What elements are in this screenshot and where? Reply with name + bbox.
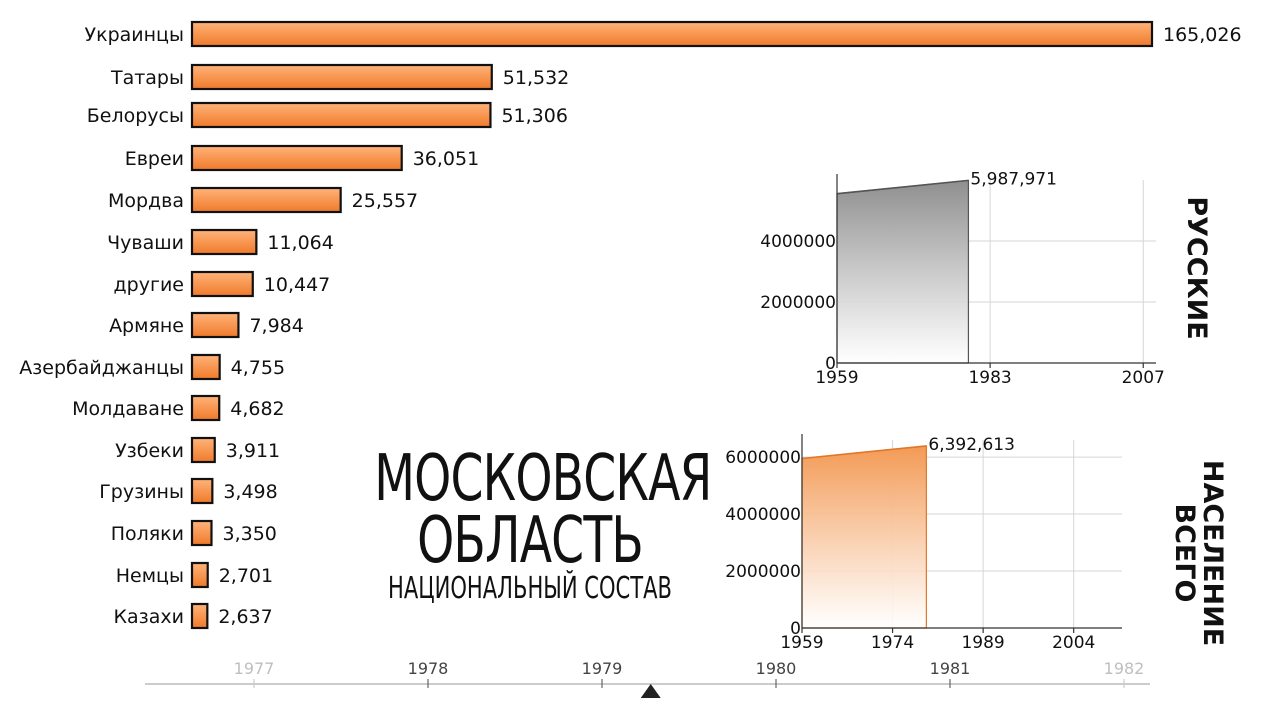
bar [190,186,342,214]
title-subtitle: Национальный состав [388,571,672,606]
main-title: Московская область Национальный состав [340,442,720,606]
bar-value: 4,682 [230,398,284,420]
x-tick-label: 1989 [961,633,1004,653]
x-tick-label: 1959 [780,633,823,653]
y-tick-label: 6000000 [725,448,801,468]
bar-label: Молдаване [72,398,184,420]
bar [190,477,214,505]
bar-value: 51,306 [501,105,567,127]
bar-value: 25,557 [352,190,418,212]
bar [190,63,493,91]
bar-value: 3,350 [222,523,276,545]
bar [190,394,221,422]
bar-value: 36,051 [413,148,479,170]
bar-label: Украинцы [85,24,184,46]
side-title-total-line1: НАСЕЛЕНИЕ [1197,460,1228,646]
bar-label: Азербайджанцы [19,357,184,379]
bar-label: другие [114,274,184,296]
timeline[interactable]: 1977 1978 1979 1980 1981 1982 [145,659,1150,698]
y-tick-label: 4000000 [725,505,801,525]
bar [190,519,213,547]
x-tick-label: 2004 [1052,633,1095,653]
y-tick-label: 2000000 [760,293,836,313]
bar [190,144,403,172]
bar [190,101,492,129]
bar [190,20,1154,48]
timeline-year-label: 1981 [930,659,971,678]
x-tick-label: 2007 [1122,368,1165,388]
bar-label: Мордва [108,190,184,212]
bar-value: 51,532 [503,67,569,89]
x-tick-label: 1959 [815,368,858,388]
timeline-year-label: 1980 [756,659,797,678]
y-tick-label: 0 [790,619,801,639]
bar-label: Немцы [116,565,184,587]
bar-label: Грузины [99,481,184,503]
bar-value: 3,911 [226,440,280,462]
bar-value: 7,984 [249,315,303,337]
peak-value-label: 5,987,971 [970,169,1057,189]
bar-value: 11,064 [267,232,333,254]
bar [190,270,254,298]
timeline-year-label: 1982 [1104,659,1145,678]
bar-value: 2,701 [219,565,273,587]
title-line-2: область [417,504,644,578]
bar [190,311,240,339]
area-line [801,445,927,460]
x-tick-label: 1983 [968,368,1011,388]
bar-value: 165,026 [1163,24,1242,46]
x-tick-label: 1974 [871,633,914,653]
bar-label: Татары [110,67,184,89]
area-chart-total-population: 6,392,613 0 2000000 4000000 6000000 1959 1974 1… [725,434,1228,653]
title-line-1: Московская [374,442,712,516]
bar-value: 4,755 [231,357,285,379]
bar-value: 10,447 [264,274,330,296]
bar [190,353,221,381]
bar-label: Казахи [114,606,184,628]
bar-label: Чуваши [107,232,184,254]
area-series [801,445,927,629]
peak-value-label: 6,392,613 [928,435,1015,455]
side-title-total-line2: ВСЕГО [1169,504,1200,603]
bar [190,602,209,630]
y-tick-label: 4000000 [760,232,836,252]
timeline-cursor[interactable] [640,684,661,698]
timeline-year-label: 1979 [582,659,623,678]
timeline-year-label: 1978 [408,659,449,678]
area-chart-russians: 5,987,971 0 2000000 4000000 1959 1983 2007 РУСС… [760,169,1212,388]
bar-label: Армяне [109,315,184,337]
bar-value: 3,498 [223,481,277,503]
bar-value: 2,637 [218,606,272,628]
bar-label: Поляки [111,523,184,545]
area-line [836,179,969,195]
y-tick-label: 0 [825,354,836,374]
bar [190,561,209,589]
area-series [836,179,970,364]
y-tick-label: 2000000 [725,562,801,582]
bar [190,436,216,464]
bar-label: Узбеки [115,440,184,462]
bar-label: Белорусы [87,105,184,127]
timeline-year-label: 1977 [234,659,275,678]
bar-label: Евреи [125,148,184,170]
side-title-russians: РУССКИЕ [1181,196,1212,339]
bar-chart-nationalities: Украинцы 165,026 Татары 51,532 Белорусы 51,30… [19,20,1242,630]
bar [190,228,258,256]
